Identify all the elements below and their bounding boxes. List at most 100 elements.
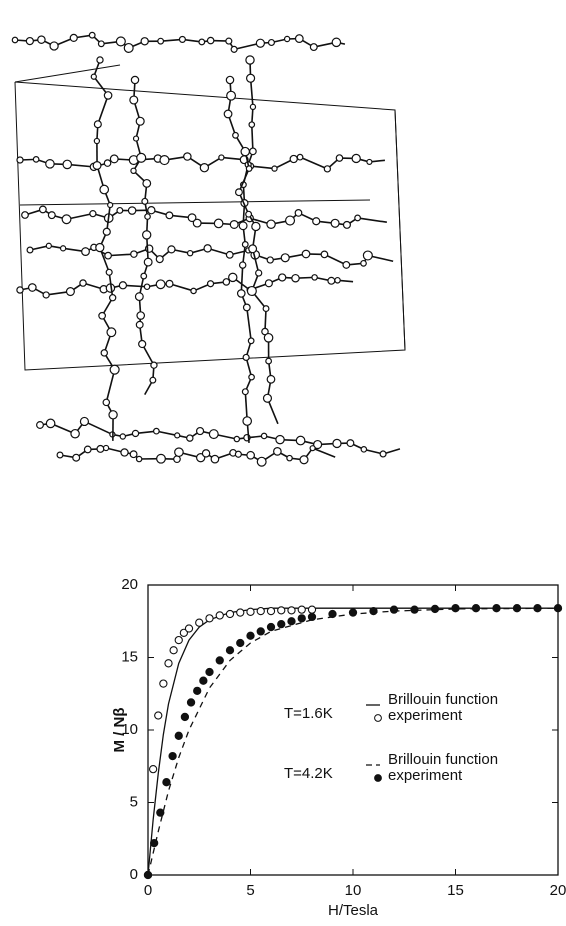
atom bbox=[331, 219, 339, 227]
atom bbox=[98, 41, 104, 47]
atom bbox=[43, 292, 49, 298]
atom bbox=[313, 218, 320, 225]
bond bbox=[98, 95, 108, 124]
data-point bbox=[200, 677, 207, 684]
atom bbox=[193, 219, 201, 227]
atom bbox=[252, 222, 260, 230]
atom bbox=[99, 312, 106, 319]
atom bbox=[70, 34, 77, 41]
data-point bbox=[513, 605, 520, 612]
atom bbox=[175, 433, 180, 438]
atom bbox=[104, 445, 109, 450]
atom bbox=[355, 215, 361, 221]
data-point bbox=[216, 612, 223, 619]
atom bbox=[135, 293, 143, 301]
x-axis-label: H/Tesla bbox=[328, 902, 379, 919]
y-tick-label: 15 bbox=[121, 648, 138, 665]
atom bbox=[12, 37, 17, 42]
atom bbox=[150, 377, 156, 383]
atom bbox=[131, 76, 138, 83]
atom bbox=[145, 214, 150, 219]
atom bbox=[335, 278, 340, 283]
data-point bbox=[175, 732, 182, 739]
atom bbox=[268, 40, 274, 46]
atom bbox=[80, 280, 86, 286]
atom bbox=[274, 448, 282, 456]
data-point bbox=[278, 607, 285, 614]
atom bbox=[109, 411, 117, 419]
atom bbox=[166, 280, 173, 287]
data-point bbox=[390, 606, 397, 613]
atom bbox=[235, 451, 241, 457]
atom bbox=[211, 455, 219, 463]
atom bbox=[363, 251, 372, 260]
atom bbox=[91, 74, 96, 79]
legend-group-label: T=4.2K bbox=[284, 765, 333, 782]
atom bbox=[242, 389, 248, 395]
atom bbox=[332, 38, 340, 46]
y-axis-label: M / Nβ bbox=[111, 708, 128, 753]
x-tick-label: 20 bbox=[550, 882, 566, 899]
atom bbox=[229, 273, 237, 281]
crystal-structure bbox=[12, 32, 405, 466]
unit-cell-edge bbox=[20, 200, 370, 205]
atom bbox=[347, 440, 354, 447]
atom bbox=[267, 376, 275, 384]
atom bbox=[110, 365, 119, 374]
atom bbox=[160, 156, 169, 165]
atom bbox=[214, 219, 223, 228]
atom bbox=[321, 251, 328, 258]
atom bbox=[302, 250, 310, 258]
data-point bbox=[288, 618, 295, 625]
data-point bbox=[308, 613, 315, 620]
data-point bbox=[237, 639, 244, 646]
bond bbox=[84, 421, 112, 434]
data-point bbox=[185, 625, 192, 632]
atom bbox=[17, 157, 23, 163]
atom bbox=[136, 456, 141, 461]
atom bbox=[249, 374, 254, 379]
data-point bbox=[206, 668, 213, 675]
atom bbox=[148, 207, 155, 214]
atom bbox=[240, 262, 246, 268]
atom bbox=[17, 287, 23, 293]
atom bbox=[119, 282, 126, 289]
atom bbox=[89, 32, 95, 38]
atom bbox=[168, 246, 175, 253]
atom bbox=[158, 38, 164, 44]
atom bbox=[267, 257, 273, 263]
atom bbox=[38, 36, 45, 43]
page: {"chart_data":{"type":"scatter","xlabel"… bbox=[0, 0, 566, 926]
atom bbox=[267, 220, 275, 228]
atom bbox=[208, 281, 214, 287]
atom bbox=[261, 433, 266, 438]
atom bbox=[246, 211, 252, 217]
atom bbox=[67, 288, 75, 296]
atom bbox=[234, 436, 239, 441]
atom bbox=[263, 394, 271, 402]
bond bbox=[252, 125, 253, 152]
atom bbox=[276, 436, 284, 444]
bond bbox=[313, 448, 336, 457]
atom bbox=[300, 456, 308, 464]
atom bbox=[247, 452, 254, 459]
data-point bbox=[267, 623, 274, 630]
atom bbox=[61, 246, 66, 251]
atom bbox=[184, 153, 191, 160]
atom bbox=[141, 273, 147, 279]
atom bbox=[130, 451, 137, 458]
data-point bbox=[226, 610, 233, 617]
atom bbox=[142, 198, 148, 204]
atom bbox=[202, 450, 209, 457]
atom bbox=[96, 244, 104, 252]
atom bbox=[100, 185, 109, 194]
atom bbox=[239, 222, 247, 230]
data-point bbox=[431, 605, 438, 612]
atom bbox=[46, 243, 51, 248]
atom bbox=[219, 155, 224, 160]
atom bbox=[244, 304, 251, 311]
atom bbox=[296, 436, 305, 445]
data-point bbox=[206, 615, 213, 622]
atom bbox=[131, 168, 136, 173]
atom bbox=[143, 231, 151, 239]
